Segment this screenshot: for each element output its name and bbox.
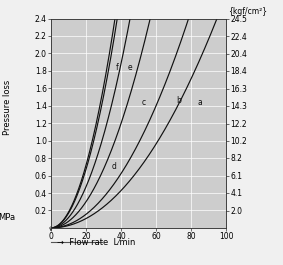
Text: d: d: [112, 162, 117, 171]
Text: f: f: [116, 63, 119, 72]
Text: e: e: [128, 63, 132, 72]
Text: b: b: [177, 96, 181, 105]
Text: MPa: MPa: [0, 213, 16, 222]
Text: Pressure loss: Pressure loss: [3, 80, 12, 135]
Text: c: c: [142, 98, 146, 107]
Text: {kgf/cm²}: {kgf/cm²}: [228, 7, 267, 16]
Text: a: a: [198, 98, 202, 107]
Text: →  Flow rate  L⁄min: → Flow rate L⁄min: [57, 238, 135, 247]
